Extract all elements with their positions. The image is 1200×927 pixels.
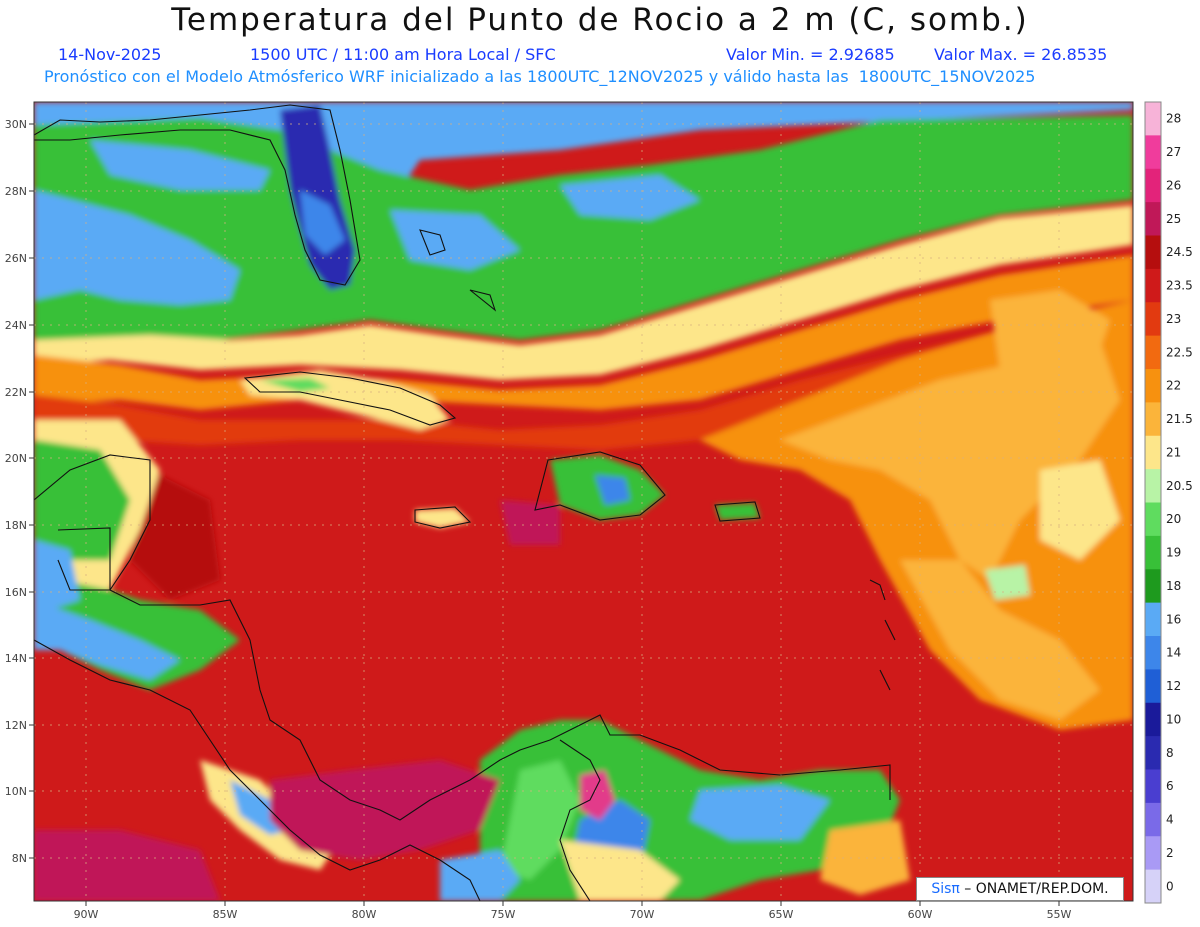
lat-label: 26N <box>5 252 27 265</box>
lon-label: 55W <box>1047 908 1072 921</box>
colorbar-label: 21.5 <box>1166 412 1193 426</box>
lat-lon-grid <box>34 102 1133 901</box>
axis-ticks <box>29 123 1060 906</box>
colorbar-label: 21 <box>1166 445 1181 459</box>
colorbar-swatch <box>1145 268 1161 303</box>
colorbar-label: 27 <box>1166 145 1181 159</box>
colorbar-label: 24.5 <box>1166 245 1193 259</box>
colorbar-label: 8 <box>1166 746 1174 760</box>
colorbar-swatch <box>1145 636 1161 670</box>
lat-label: 20N <box>5 452 27 465</box>
colorbar-swatch <box>1145 802 1161 837</box>
colorbar-label: 20 <box>1166 512 1181 526</box>
colorbar-swatch <box>1145 769 1161 804</box>
sispi-logo: Sisπ <box>931 881 960 897</box>
lat-label: 24N <box>5 319 27 332</box>
colorbar-frame <box>1144 101 1162 904</box>
lon-label: 80W <box>352 908 377 921</box>
dewpoint-field <box>34 102 1133 901</box>
colorbar-swatch <box>1145 202 1161 236</box>
colorbar: 2827262524.523.52322.52221.52120.5201918… <box>1144 101 1193 904</box>
colorbar-label: 22.5 <box>1166 345 1193 359</box>
lat-label: 10N <box>5 785 27 798</box>
lon-label: 65W <box>769 908 794 921</box>
lon-label: 70W <box>630 908 655 921</box>
colorbar-swatch <box>1145 168 1161 203</box>
lon-label: 60W <box>908 908 933 921</box>
colorbar-swatch <box>1145 602 1161 637</box>
colorbar-swatch <box>1145 702 1161 737</box>
colorbar-swatch <box>1145 736 1161 770</box>
credit-text: – ONAMET/REP.DOM. <box>959 881 1109 897</box>
colorbar-swatch <box>1145 235 1161 270</box>
lat-label: 30N <box>5 118 27 131</box>
lon-label: 75W <box>491 908 516 921</box>
valid-time: 1500 UTC / 11:00 am Hora Local / SFC <box>250 45 556 64</box>
colorbar-label: 28 <box>1166 112 1181 126</box>
lat-label: 16N <box>5 586 27 599</box>
colorbar-label: 4 <box>1166 813 1174 827</box>
colorbar-swatch <box>1145 869 1161 904</box>
colorbar-swatch <box>1145 335 1161 370</box>
colorbar-label: 22 <box>1166 379 1181 393</box>
map-frame <box>33 101 1134 902</box>
valid-date: 14-Nov-2025 <box>58 45 162 64</box>
colorbar-label: 2 <box>1166 846 1174 860</box>
colorbar-swatch <box>1145 135 1161 170</box>
lat-label: 18N <box>5 519 27 532</box>
lon-label: 85W <box>213 908 238 921</box>
colorbar-swatch <box>1145 102 1161 136</box>
colorbar-label: 12 <box>1166 679 1181 693</box>
forecast-info: Pronóstico con el Modelo Atmósferico WRF… <box>44 67 1036 86</box>
colorbar-swatch <box>1145 435 1161 470</box>
lat-label: 12N <box>5 719 27 732</box>
colorbar-label: 10 <box>1166 712 1181 726</box>
colorbar-label: 18 <box>1166 579 1181 593</box>
credit-box: Sisπ – ONAMET/REP.DOM. <box>916 877 1124 901</box>
colorbar-label: 0 <box>1166 879 1174 893</box>
lat-label: 14N <box>5 652 27 665</box>
colorbar-swatch <box>1145 402 1161 437</box>
colorbar-label: 26 <box>1166 178 1181 192</box>
colorbar-swatch <box>1145 369 1161 403</box>
colorbar-label: 16 <box>1166 612 1181 626</box>
min-value: Valor Min. = 2.92685 <box>726 45 895 64</box>
colorbar-label: 23 <box>1166 312 1181 326</box>
max-value: Valor Max. = 26.8535 <box>934 45 1108 64</box>
colorbar-swatch <box>1145 669 1161 704</box>
colorbar-label: 6 <box>1166 779 1174 793</box>
longitude-labels: 90W 85W 80W 75W 70W 65W 60W 55W <box>74 908 1072 921</box>
colorbar-swatch <box>1145 469 1161 503</box>
colorbar-label: 25 <box>1166 212 1181 226</box>
colorbar-label: 14 <box>1166 646 1181 660</box>
coastlines <box>34 104 896 901</box>
colorbar-label: 20.5 <box>1166 479 1193 493</box>
colorbar-swatch <box>1145 535 1161 570</box>
colorbar-label: 23.5 <box>1166 279 1193 293</box>
lon-label: 90W <box>74 908 99 921</box>
colorbar-swatch <box>1145 302 1161 337</box>
colorbar-label: 19 <box>1166 546 1181 560</box>
map-title: Temperatura del Punto de Rocio a 2 m (C,… <box>171 2 1029 38</box>
lat-label: 22N <box>5 386 27 399</box>
colorbar-swatch <box>1145 502 1161 537</box>
lat-label: 28N <box>5 185 27 198</box>
colorbar-swatch <box>1145 569 1161 604</box>
colorbar-swatch <box>1145 836 1161 871</box>
latitude-labels: 30N 28N 26N 24N 22N 20N 18N 16N 14N 12N … <box>5 118 27 865</box>
lat-label: 8N <box>12 852 27 865</box>
